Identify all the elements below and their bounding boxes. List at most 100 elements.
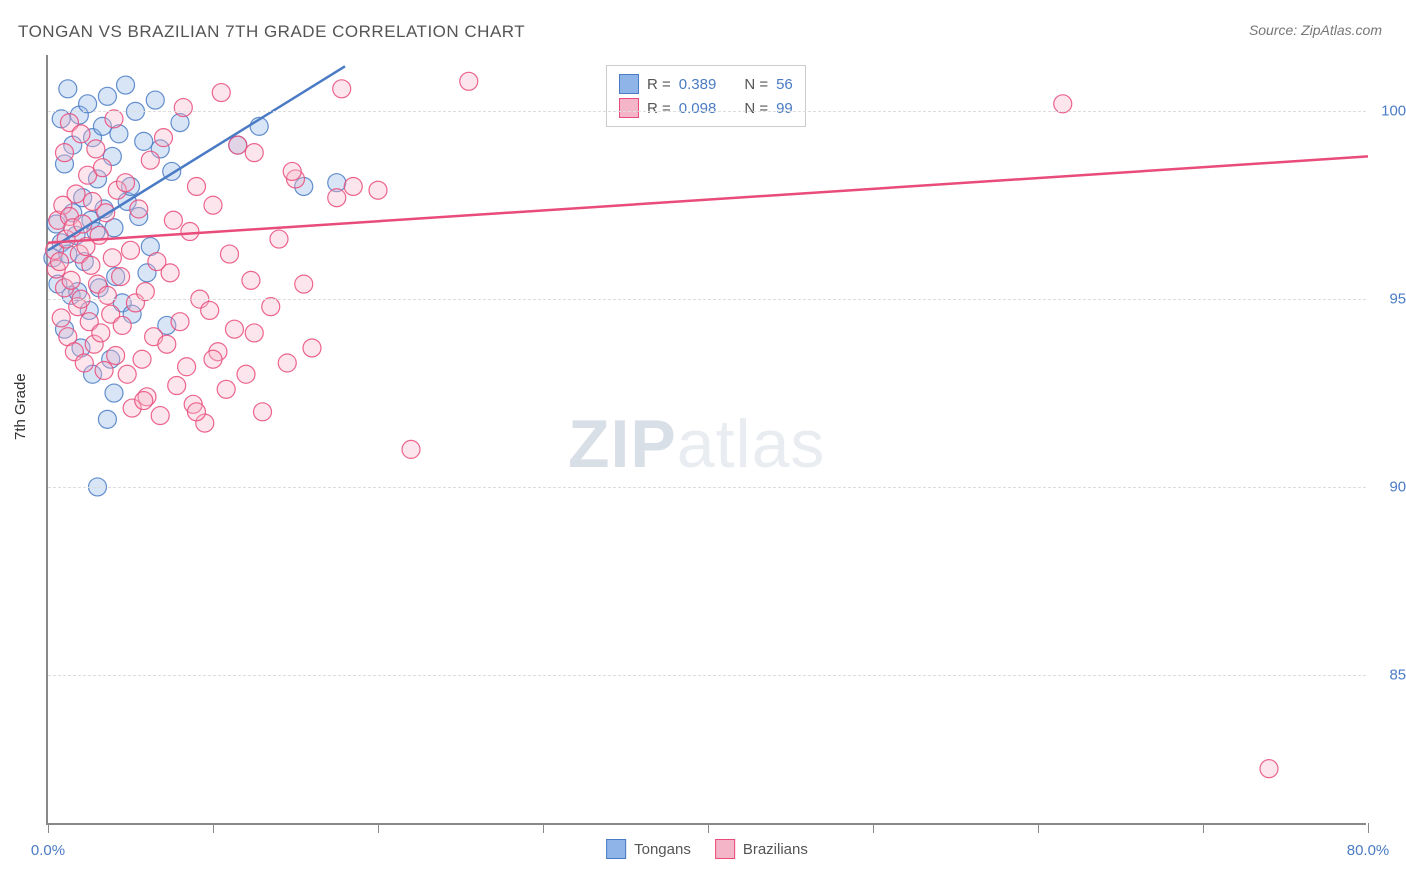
plot-svg (48, 55, 1366, 823)
scatter-point (155, 129, 173, 147)
legend-swatch (606, 839, 626, 859)
scatter-point (98, 410, 116, 428)
chart-title: TONGAN VS BRAZILIAN 7TH GRADE CORRELATIO… (18, 22, 525, 42)
correlation-legend: R = 0.389 N = 56 R = 0.098 N = 99 (606, 65, 806, 127)
scatter-point (181, 223, 199, 241)
scatter-point (90, 226, 108, 244)
x-tick (1368, 823, 1369, 833)
x-tick (1038, 823, 1039, 833)
scatter-point (146, 91, 164, 109)
x-tick (213, 823, 214, 833)
scatter-point (59, 80, 77, 98)
source-label: Source: ZipAtlas.com (1249, 22, 1382, 38)
scatter-point (158, 335, 176, 353)
gridline (48, 299, 1366, 300)
legend-n-value: 56 (776, 76, 793, 93)
scatter-point (262, 298, 280, 316)
x-tick (1203, 823, 1204, 833)
scatter-point (1054, 95, 1072, 113)
scatter-point (112, 268, 130, 286)
scatter-point (204, 196, 222, 214)
legend-swatch (715, 839, 735, 859)
scatter-point (98, 87, 116, 105)
gridline (48, 487, 1366, 488)
legend-r-value: 0.098 (679, 100, 717, 117)
scatter-point (188, 403, 206, 421)
legend-item: Tongans (606, 839, 691, 859)
y-tick-label: 85.0% (1389, 666, 1406, 683)
y-axis-label: 7th Grade (12, 373, 29, 440)
legend-n-label: N = (744, 76, 768, 93)
scatter-point (92, 324, 110, 342)
scatter-point (283, 162, 301, 180)
scatter-point (217, 380, 235, 398)
legend-r-value: 0.389 (679, 76, 717, 93)
scatter-point (136, 283, 154, 301)
gridline (48, 675, 1366, 676)
legend-n-label: N = (744, 100, 768, 117)
scatter-point (103, 249, 121, 267)
legend-r-label: R = (647, 100, 671, 117)
scatter-point (117, 174, 135, 192)
scatter-point (67, 185, 85, 203)
scatter-point (72, 125, 90, 143)
legend-row: R = 0.098 N = 99 (619, 96, 793, 120)
y-tick-label: 90.0% (1389, 478, 1406, 495)
legend-n-value: 99 (776, 100, 793, 117)
scatter-point (130, 200, 148, 218)
scatter-point (93, 159, 111, 177)
x-tick (873, 823, 874, 833)
scatter-point (278, 354, 296, 372)
scatter-point (107, 346, 125, 364)
y-tick-label: 100.0% (1381, 103, 1406, 120)
x-tick-label: 80.0% (1347, 842, 1390, 859)
scatter-point (245, 144, 263, 162)
legend-series-name: Brazilians (743, 841, 808, 858)
scatter-point (135, 132, 153, 150)
scatter-point (237, 365, 255, 383)
scatter-point (118, 365, 136, 383)
scatter-point (270, 230, 288, 248)
legend-series-name: Tongans (634, 841, 691, 858)
scatter-point (303, 339, 321, 357)
scatter-point (171, 313, 189, 331)
scatter-point (212, 84, 230, 102)
scatter-point (460, 72, 478, 90)
legend-item: Brazilians (715, 839, 808, 859)
regression-line (48, 156, 1368, 242)
x-tick (378, 823, 379, 833)
scatter-point (133, 350, 151, 368)
scatter-point (201, 301, 219, 319)
x-tick-label: 0.0% (31, 842, 65, 859)
scatter-point (62, 271, 80, 289)
scatter-point (245, 324, 263, 342)
scatter-point (225, 320, 243, 338)
scatter-point (188, 177, 206, 195)
scatter-point (164, 211, 182, 229)
scatter-point (178, 358, 196, 376)
legend-swatch (619, 98, 639, 118)
scatter-point (151, 407, 169, 425)
scatter-point (117, 76, 135, 94)
scatter-point (168, 377, 186, 395)
scatter-point (141, 151, 159, 169)
series-legend: Tongans Brazilians (606, 839, 808, 859)
x-tick (708, 823, 709, 833)
scatter-point (221, 245, 239, 263)
scatter-point (295, 275, 313, 293)
scatter-point (52, 309, 70, 327)
scatter-point (344, 177, 362, 195)
scatter-point (229, 136, 247, 154)
scatter-point (161, 264, 179, 282)
scatter-point (1260, 760, 1278, 778)
scatter-point (105, 384, 123, 402)
scatter-point (95, 362, 113, 380)
x-tick (48, 823, 49, 833)
regression-line (48, 66, 345, 250)
scatter-point (328, 189, 346, 207)
scatter-point (174, 99, 192, 117)
legend-swatch (619, 74, 639, 94)
scatter-point (75, 354, 93, 372)
scatter-point (98, 286, 116, 304)
y-tick-label: 95.0% (1389, 291, 1406, 308)
